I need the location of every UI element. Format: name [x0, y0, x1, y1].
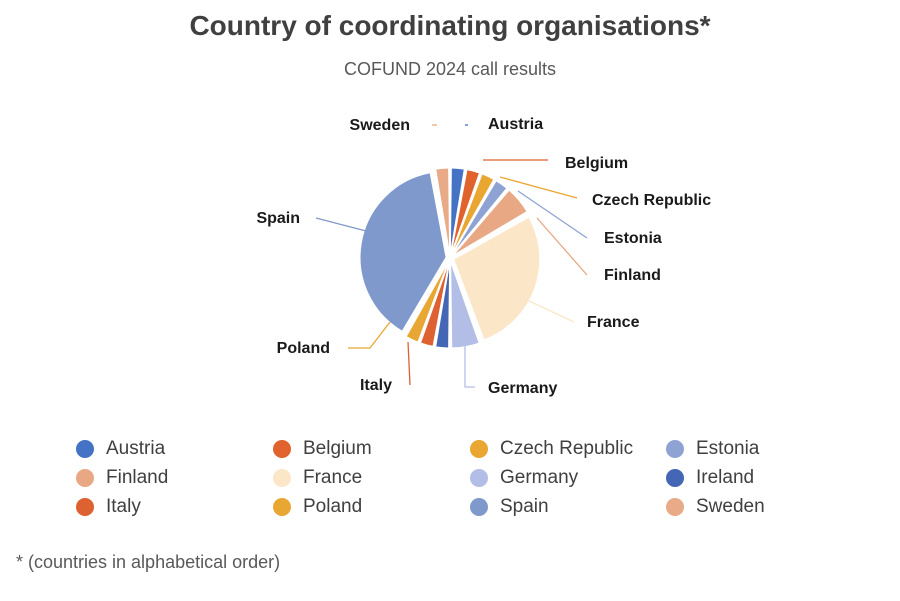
legend-swatch	[76, 439, 94, 458]
pie-slice-france	[453, 216, 541, 341]
footnote: * (countries in alphabetical order)	[16, 552, 281, 572]
chart-subtitle: COFUND 2024 call results	[343, 59, 557, 79]
chart-title: Country of coordinating organisations*	[189, 10, 711, 41]
legend-item: Ireland	[666, 466, 862, 489]
pie-slice-czech-republic	[451, 173, 495, 255]
legend-swatch	[76, 497, 94, 516]
legend-label: Belgium	[303, 437, 372, 459]
pie-slice-sweden	[435, 167, 451, 255]
legend-swatch	[76, 468, 94, 487]
legend-label: Spain	[500, 495, 549, 517]
pie-slice-ireland	[435, 261, 451, 349]
legend-swatch	[273, 439, 291, 458]
slice-label: Germany	[488, 380, 557, 397]
legend-item: Germany	[470, 466, 666, 489]
pie-slice-austria	[449, 167, 465, 255]
legend-swatch	[666, 439, 684, 458]
legend-item: Czech Republic	[470, 437, 666, 460]
slice-label: Finland	[604, 267, 661, 284]
pie-slice-spain	[359, 172, 447, 332]
pie-slice-finland	[452, 189, 528, 256]
pie-slice-belgium	[450, 169, 481, 255]
slice-label: Czech Republic	[592, 192, 711, 209]
slice-label: Estonia	[604, 230, 662, 247]
legend-label: Sweden	[696, 495, 765, 517]
legend-label: Germany	[500, 466, 579, 488]
legend-swatch	[273, 497, 291, 516]
legend-label: France	[303, 466, 363, 488]
leader-line	[536, 217, 588, 276]
pie-chart: Austria Belgium Czech Republic Estonia Finla…	[256, 116, 711, 397]
legend-label: Italy	[106, 495, 141, 517]
legend-swatch	[470, 468, 488, 487]
leader-line	[348, 321, 391, 349]
slice-label: Poland	[277, 340, 330, 357]
legend-label: Czech Republic	[500, 437, 634, 459]
chart-legend: Austria Belgium Czech Republic Estonia Finla…	[76, 437, 876, 518]
slice-label: France	[587, 314, 640, 331]
leader-line	[407, 341, 411, 386]
legend-swatch	[470, 439, 488, 458]
legend-swatch	[470, 497, 488, 516]
legend-item: France	[273, 466, 470, 489]
leader-line	[517, 190, 588, 239]
leader-line	[499, 176, 578, 199]
leader-line	[464, 345, 475, 388]
legend-item: Estonia	[666, 437, 862, 460]
legend-item: Belgium	[273, 437, 470, 460]
slice-label: Spain	[256, 210, 300, 227]
legend-swatch	[273, 468, 291, 487]
legend-item: Austria	[76, 437, 273, 460]
legend-item: Spain	[470, 495, 666, 518]
pie-slice-italy	[419, 261, 450, 347]
legend-label: Ireland	[696, 466, 755, 488]
leader-line	[315, 217, 367, 232]
legend-item: Poland	[273, 495, 470, 518]
slice-label: Italy	[360, 377, 392, 394]
legend-label: Austria	[106, 437, 166, 459]
pie-slice-poland	[405, 261, 449, 343]
legend-swatch	[666, 468, 684, 487]
slice-label: Sweden	[350, 117, 410, 134]
legend-label: Poland	[303, 495, 363, 517]
leader-line	[526, 299, 575, 323]
legend-label: Finland	[106, 466, 169, 488]
legend-item: Finland	[76, 466, 273, 489]
legend-item: Italy	[76, 495, 273, 518]
slice-label: Belgium	[565, 155, 628, 172]
pie-slice-estonia	[451, 180, 508, 256]
legend-item: Sweden	[666, 495, 862, 518]
slice-label: Austria	[488, 116, 543, 133]
legend-label: Estonia	[696, 437, 760, 459]
legend-swatch	[666, 497, 684, 516]
